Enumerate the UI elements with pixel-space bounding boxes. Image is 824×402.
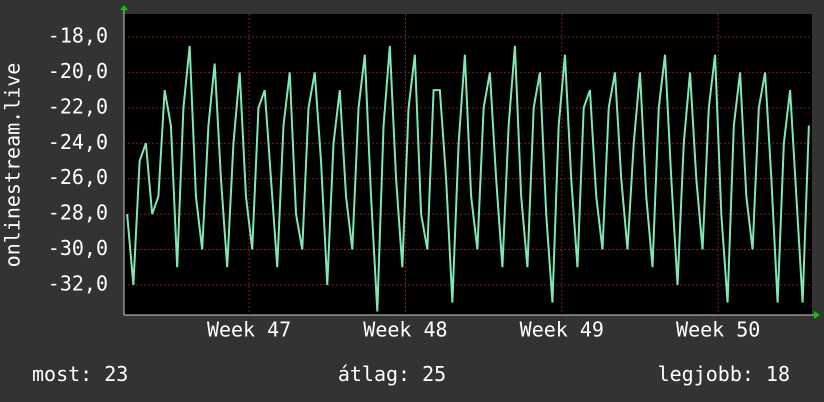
x-tick-label: Week 49 — [520, 318, 604, 342]
stat: most: 23 — [32, 362, 128, 386]
stat: legjobb: 18 — [658, 362, 790, 386]
y-tick-label: -18,0 — [48, 24, 108, 48]
stat-label: legjobb: — [658, 362, 754, 386]
x-tick-label: Week 50 — [676, 318, 760, 342]
y-tick-label: -24,0 — [48, 130, 108, 154]
y-tick-label: -26,0 — [48, 165, 108, 189]
data-line — [126, 45, 810, 312]
stat-value: 25 — [422, 362, 446, 386]
plot-area — [124, 14, 812, 315]
y-tick-label: -32,0 — [48, 271, 108, 295]
y-tick-label: -20,0 — [48, 59, 108, 83]
stat-value: 18 — [766, 362, 790, 386]
y-tick-label: -22,0 — [48, 94, 108, 118]
x-tick-label: Week 48 — [363, 318, 447, 342]
stat-label: átlag: — [338, 362, 410, 386]
stat-label: most: — [32, 362, 92, 386]
x-tick-label: Week 47 — [207, 318, 291, 342]
stat-value: 23 — [104, 362, 128, 386]
y-arrow — [120, 5, 128, 10]
stat: átlag: 25 — [338, 362, 446, 386]
x-arrow — [814, 311, 820, 319]
y-tick-label: -30,0 — [48, 236, 108, 260]
y-tick-label: -28,0 — [48, 201, 108, 225]
y-axis-label: onlinestream.live — [1, 63, 25, 268]
